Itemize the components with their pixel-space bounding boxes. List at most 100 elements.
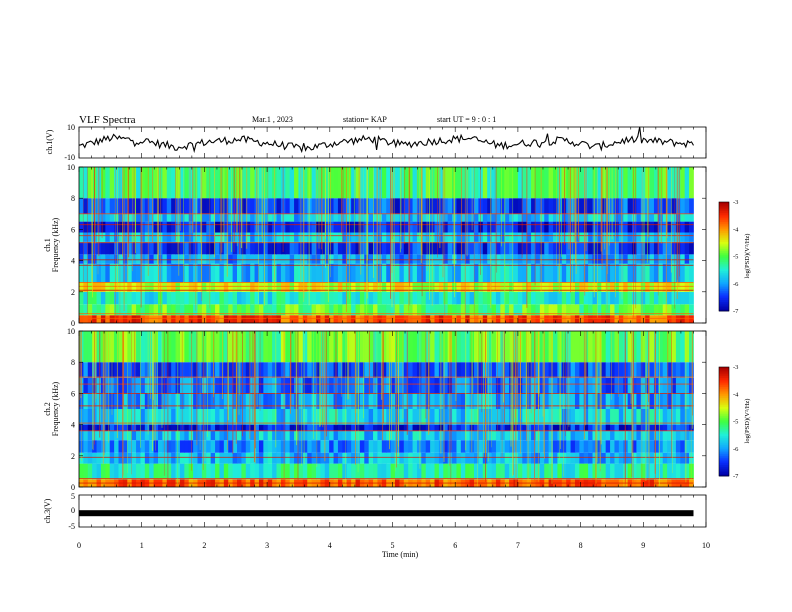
spectrogram-cell xyxy=(487,232,492,242)
spectrogram-cell xyxy=(114,221,119,233)
spectrogram-cell xyxy=(355,282,361,292)
spectrogram-cell xyxy=(531,362,536,378)
spectrogram-cell xyxy=(517,213,523,222)
spectrogram-cell xyxy=(355,232,361,242)
spectrogram-cell xyxy=(566,167,571,199)
spectrogram-cell xyxy=(307,430,313,441)
spectrogram-cell xyxy=(522,393,528,409)
spectrogram-cell xyxy=(184,393,190,409)
spectrogram-cell xyxy=(342,221,348,233)
colorbar-step xyxy=(719,397,729,401)
spectrogram-cell xyxy=(100,315,106,323)
spectrogram-cell xyxy=(649,232,655,242)
spectrogram-cell xyxy=(122,167,128,199)
spectrogram-cell xyxy=(653,452,659,464)
spectrogram-cell xyxy=(241,254,247,264)
spectrogram-cell xyxy=(136,198,141,214)
spectrogram-cell xyxy=(403,409,409,425)
spectrogram-cell xyxy=(452,440,457,453)
spectrogram-cell xyxy=(430,440,435,453)
spectrogram-cell xyxy=(390,362,396,378)
spectrogram-cell xyxy=(509,452,514,464)
spectrogram-cell xyxy=(188,213,194,222)
spectrogram-cell xyxy=(500,198,506,214)
spectrogram-cell xyxy=(649,393,655,409)
spectrogram-cell xyxy=(166,315,172,323)
frequency-ytick-label: 2 xyxy=(71,452,75,461)
spectrogram-cell xyxy=(241,440,247,453)
spectrogram-cell xyxy=(465,463,471,480)
spectrogram-cell xyxy=(245,221,251,233)
spectrogram-cell xyxy=(610,424,615,431)
spectrogram-cell xyxy=(149,213,155,222)
spectrogram-cell xyxy=(307,362,313,378)
spectrogram-cell xyxy=(509,254,514,264)
spectrogram-cell xyxy=(368,409,374,425)
spectrogram-cell xyxy=(280,263,286,283)
spectrogram-cell xyxy=(645,377,650,394)
spectrogram-cell xyxy=(329,263,334,283)
spectrogram-cell xyxy=(553,409,558,425)
spectrogram-cell xyxy=(658,282,664,292)
spectrogram-cell xyxy=(333,424,339,431)
spectrogram-cell xyxy=(535,241,541,255)
spectrogram-cell xyxy=(355,377,361,394)
spectrogram-cell xyxy=(184,282,190,292)
spectrogram-cell xyxy=(364,452,370,464)
spectrogram-cell xyxy=(469,232,475,242)
spectrogram-cell xyxy=(592,198,598,214)
colorbar-step xyxy=(719,203,729,207)
spectrogram-cell xyxy=(583,440,589,453)
spectrogram-cell xyxy=(605,409,611,425)
spectrogram-cell xyxy=(605,263,611,283)
spectrogram-cell xyxy=(368,254,374,264)
spectrogram-cell xyxy=(289,463,295,480)
spectrogram-cell xyxy=(487,213,492,222)
spectrogram-cell xyxy=(324,440,330,453)
spectrogram-cell xyxy=(574,304,580,316)
colorbar-step xyxy=(719,254,729,257)
spectrogram-cell xyxy=(583,263,589,283)
spectrogram-cell xyxy=(390,440,396,453)
spectrogram-cell xyxy=(684,463,690,480)
spectrogram-cell xyxy=(237,213,242,222)
spectrogram-cell xyxy=(109,315,115,323)
spectrogram-cell xyxy=(166,198,172,214)
spectrogram-cell xyxy=(653,424,659,431)
spectrogram-cell xyxy=(421,377,427,394)
spectrogram-cell xyxy=(193,282,198,292)
spectrogram-cell xyxy=(83,167,89,199)
colorbar-step xyxy=(719,212,729,216)
spectrogram-cell xyxy=(96,452,102,464)
spectrogram-cell xyxy=(320,424,326,431)
spectrogram-cell xyxy=(684,331,690,363)
spectrogram-cell xyxy=(87,393,93,409)
spectrogram-cell xyxy=(495,452,501,464)
spectrogram-cell xyxy=(487,409,492,425)
spectrogram-cell xyxy=(517,254,523,264)
spectrogram-cell xyxy=(680,254,686,264)
spectrogram-cell xyxy=(495,213,501,222)
spectrogram-cell xyxy=(487,291,492,305)
spectrogram-cell xyxy=(105,167,111,199)
spectrogram-cell xyxy=(452,315,457,323)
spectrogram-cell xyxy=(456,452,462,464)
spectrogram-cell xyxy=(482,282,488,292)
spectrogram-cell xyxy=(526,167,532,199)
spectrogram-cell xyxy=(320,254,326,264)
spectrogram-cell xyxy=(618,291,624,305)
spectrogram-cell xyxy=(210,440,216,453)
spectrogram-cell xyxy=(399,213,405,222)
spectrogram-cell xyxy=(342,213,348,222)
spectrogram-cell xyxy=(333,198,339,214)
spectrogram-cell xyxy=(623,221,629,233)
spectrogram-cell xyxy=(614,291,620,305)
spectrogram-cell xyxy=(399,440,405,453)
spectrogram-cell xyxy=(223,167,229,199)
spectrogram-cell xyxy=(136,393,141,409)
spectrogram-cell xyxy=(289,198,295,214)
spectrogram-cell xyxy=(184,315,190,323)
spectrogram-cell xyxy=(136,254,141,264)
spectrogram-cell xyxy=(425,430,431,441)
